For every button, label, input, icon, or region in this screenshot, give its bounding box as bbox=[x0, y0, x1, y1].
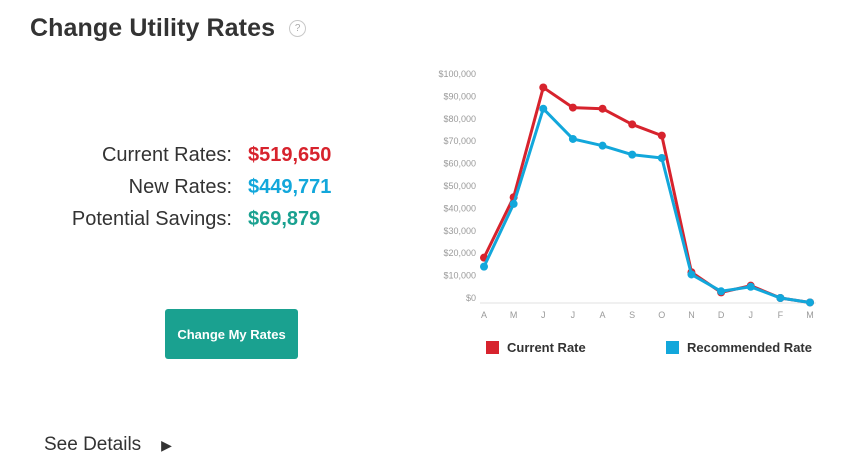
chart-legend: Current Rate Recommended Rate bbox=[486, 340, 826, 358]
data-point-current-rate[interactable] bbox=[657, 131, 666, 140]
y-tick-label: $10,000 bbox=[443, 271, 476, 281]
y-tick-label: $90,000 bbox=[443, 91, 476, 101]
data-point-recommended-rate[interactable] bbox=[509, 199, 518, 208]
potential-savings-row: Potential Savings: $69,879 bbox=[40, 208, 350, 240]
data-point-recommended-rate[interactable] bbox=[746, 282, 755, 291]
legend-label-current-rate: Current Rate bbox=[507, 340, 586, 355]
series-line-recommended-rate bbox=[482, 107, 812, 304]
see-details-link[interactable]: See Details ▶ bbox=[44, 434, 172, 456]
x-tick-label: M bbox=[510, 310, 518, 320]
y-tick-label: $20,000 bbox=[443, 248, 476, 258]
potential-savings-label: Potential Savings: bbox=[71, 208, 232, 230]
data-point-recommended-rate[interactable] bbox=[776, 294, 785, 302]
potential-savings-value: $69,879 bbox=[248, 208, 321, 230]
data-point-recommended-rate[interactable] bbox=[717, 287, 726, 296]
y-tick-label: $0 bbox=[466, 293, 476, 303]
legend-label-recommended-rate: Recommended Rate bbox=[687, 340, 812, 355]
x-tick-label: S bbox=[629, 310, 635, 320]
new-rates-row: New Rates: $449,771 bbox=[40, 176, 350, 208]
y-tick-label: $30,000 bbox=[443, 226, 476, 236]
current-rates-row: Current Rates: $519,650 bbox=[40, 144, 350, 176]
current-rates-label: Current Rates: bbox=[101, 144, 232, 166]
y-tick-label: $50,000 bbox=[443, 181, 476, 191]
data-point-recommended-rate[interactable] bbox=[480, 262, 488, 271]
y-tick-label: $60,000 bbox=[443, 159, 476, 169]
page-title: Change Utility Rates bbox=[30, 13, 276, 42]
x-tick-label: N bbox=[688, 310, 695, 320]
new-rates-value: $449,771 bbox=[248, 176, 332, 198]
x-tick-label: F bbox=[778, 310, 784, 320]
x-tick-label: J bbox=[748, 310, 753, 320]
x-tick-label: J bbox=[571, 310, 576, 320]
y-tick-label: $70,000 bbox=[443, 136, 476, 146]
x-tick-label: A bbox=[600, 310, 606, 320]
new-rates-label: New Rates: bbox=[128, 176, 232, 198]
data-point-current-rate[interactable] bbox=[568, 103, 577, 112]
data-point-recommended-rate[interactable] bbox=[806, 298, 814, 307]
legend-item-recommended-rate: Recommended Rate bbox=[666, 340, 812, 355]
recommended-rate-swatch bbox=[666, 341, 679, 354]
data-point-recommended-rate[interactable] bbox=[598, 141, 607, 150]
current-rates-value: $519,650 bbox=[248, 144, 332, 166]
data-point-recommended-rate[interactable] bbox=[568, 134, 577, 143]
help-icon[interactable]: ? bbox=[289, 19, 307, 37]
x-tick-label: O bbox=[658, 310, 665, 320]
legend-item-current-rate: Current Rate bbox=[486, 340, 586, 355]
y-tick-label: $80,000 bbox=[443, 114, 476, 124]
rates-summary: Current Rates: $519,650 New Rates: $449,… bbox=[40, 144, 350, 240]
panel-header: Change Utility Rates ? bbox=[30, 10, 307, 46]
x-tick-label: D bbox=[718, 310, 725, 320]
y-tick-label: $40,000 bbox=[443, 203, 476, 213]
y-tick-label: $100,000 bbox=[438, 69, 476, 79]
data-point-current-rate[interactable] bbox=[598, 104, 607, 113]
x-tick-label: M bbox=[806, 310, 814, 320]
data-point-current-rate[interactable] bbox=[539, 83, 548, 92]
data-point-recommended-rate[interactable] bbox=[657, 154, 666, 162]
play-arrow-icon: ▶ bbox=[161, 436, 172, 453]
x-tick-label: J bbox=[541, 310, 546, 320]
data-point-recommended-rate[interactable] bbox=[539, 104, 548, 113]
rate-comparison-chart: $0 $10,000 $20,000 $30,000 $40,000 $50,000 $60… bbox=[438, 69, 816, 320]
data-point-recommended-rate[interactable] bbox=[687, 270, 696, 279]
current-rate-swatch bbox=[486, 341, 499, 354]
change-my-rates-button[interactable]: Change My Rates bbox=[165, 309, 298, 359]
series-line-current-rate bbox=[482, 85, 812, 304]
data-point-recommended-rate[interactable] bbox=[628, 150, 637, 159]
see-details-label: See Details bbox=[44, 434, 142, 455]
x-tick-label: A bbox=[481, 310, 487, 320]
data-point-current-rate[interactable] bbox=[628, 120, 637, 129]
